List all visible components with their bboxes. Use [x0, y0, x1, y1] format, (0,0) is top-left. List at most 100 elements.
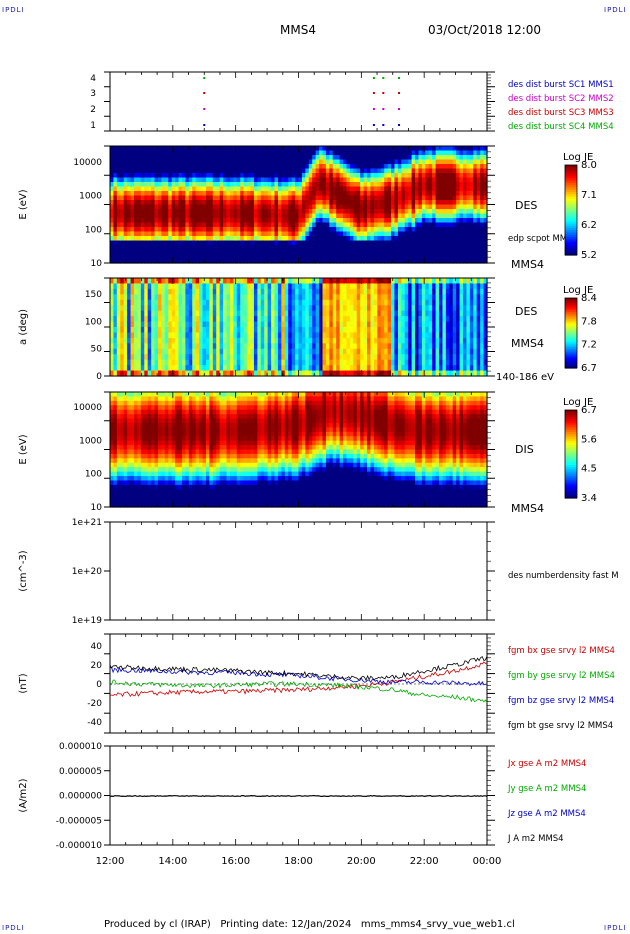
des-pitch-cell	[349, 316, 354, 323]
des-energy-cell	[346, 227, 351, 233]
des-energy-cell	[312, 245, 317, 251]
des-pitch-cell	[144, 370, 149, 377]
des-pitch-cell	[394, 305, 399, 312]
des-energy-cell	[154, 168, 159, 174]
des-energy-cell	[442, 155, 447, 161]
des-energy-cell	[171, 249, 176, 255]
des-pitch-cell	[377, 348, 382, 355]
des-pitch-cell	[175, 305, 180, 312]
des-energy-cell	[202, 164, 207, 170]
des-pitch-cell	[346, 365, 351, 372]
des-energy-cell	[140, 231, 145, 237]
des-energy-cell	[199, 177, 204, 183]
des-energy-cell	[288, 254, 293, 260]
des-pitch-cell	[168, 278, 173, 285]
des-pitch-cell	[418, 310, 423, 317]
des-energy-cell	[226, 195, 231, 201]
des-energy-cell	[147, 168, 152, 174]
des-energy-cell	[288, 218, 293, 224]
des-energy-cell	[223, 182, 228, 188]
des-energy-cell	[432, 218, 437, 224]
des-energy-cell	[452, 236, 457, 242]
des-energy-cell	[233, 249, 238, 255]
des-energy-cell	[157, 159, 163, 165]
des-energy-cell	[223, 155, 228, 161]
des-energy-cell	[387, 159, 392, 165]
des-pitch-cell	[202, 278, 207, 285]
des-pitch-cell	[144, 288, 149, 295]
des-pitch-cell	[425, 348, 430, 355]
des-pitch-cell	[133, 365, 139, 372]
des-energy-cell	[394, 213, 399, 219]
des-energy-cell	[466, 182, 471, 188]
des-energy-cell	[339, 159, 344, 165]
des-pitch-cell	[243, 332, 248, 339]
des-pitch-cell	[144, 283, 149, 290]
des-pitch-cell	[432, 327, 437, 334]
des-energy-cell	[144, 204, 149, 210]
des-energy-cell	[469, 173, 474, 179]
des-energy-cell	[325, 191, 330, 197]
des-energy-cell	[411, 209, 416, 215]
des-pitch-cell	[212, 288, 217, 295]
des-energy-cell	[439, 173, 444, 179]
des-energy-cell	[110, 254, 115, 260]
des-pitch-cell	[367, 332, 372, 339]
des-pitch-cell	[192, 321, 197, 328]
des-pitch-cell	[171, 294, 176, 301]
des-energy-cell	[113, 249, 118, 255]
des-pitch-cell	[319, 332, 324, 339]
des-energy-cell	[284, 177, 289, 183]
des-pitch-cell	[144, 348, 149, 355]
des-pitch-cell	[233, 332, 238, 339]
des-energy-cell	[137, 177, 142, 183]
des-energy-cell	[322, 150, 327, 156]
des-pitch-cell	[154, 327, 159, 334]
colorbar-cell	[565, 250, 577, 254]
des-pitch-cell	[195, 294, 200, 301]
des-pitch-cell	[168, 332, 173, 339]
des-pitch-cell	[301, 332, 306, 339]
des-pitch-cell	[202, 310, 207, 317]
des-pitch-cell	[291, 348, 296, 355]
des-pitch-cell	[226, 354, 231, 361]
des-pitch-cell	[373, 332, 378, 339]
des-energy-cell	[439, 191, 444, 197]
des-energy-cell	[274, 249, 279, 255]
des-energy-cell	[360, 150, 365, 156]
des-energy-cell	[253, 155, 258, 161]
des-pitch-cell	[394, 332, 399, 339]
des-pitch-cell	[466, 337, 471, 344]
des-energy-cell	[288, 236, 293, 242]
des-energy-cell	[463, 159, 468, 165]
des-pitch-cell	[133, 288, 139, 295]
des-energy-cell	[216, 231, 221, 237]
des-energy-cell	[202, 173, 207, 179]
des-pitch-cell	[247, 365, 252, 372]
des-pitch-cell	[205, 365, 210, 372]
des-energy-cell	[154, 213, 159, 219]
des-pitch-cell	[425, 365, 430, 372]
des-energy-cell	[164, 240, 169, 246]
des-energy-cell	[298, 186, 303, 192]
des-pitch-cell	[205, 327, 210, 334]
des-energy-cell	[240, 236, 245, 242]
des-pitch-cell	[463, 370, 468, 377]
des-pitch-cell	[435, 310, 440, 317]
des-pitch-cell	[384, 354, 389, 361]
des-energy-cell	[421, 245, 426, 251]
des-energy-cell	[483, 258, 488, 264]
des-energy-cell	[301, 173, 306, 179]
des-energy-cell	[154, 209, 159, 215]
des-pitch-cell	[322, 278, 327, 285]
des-energy-cell	[435, 249, 440, 255]
des-energy-cell	[343, 146, 348, 152]
des-energy-cell	[418, 258, 423, 264]
des-pitch-cell	[397, 305, 402, 312]
des-energy-cell	[110, 231, 115, 237]
des-energy-cell	[195, 200, 200, 206]
des-pitch-cell	[349, 294, 354, 301]
des-energy-cell	[432, 209, 437, 215]
des-pitch-cell	[336, 327, 341, 334]
des-energy-cell	[377, 146, 382, 152]
